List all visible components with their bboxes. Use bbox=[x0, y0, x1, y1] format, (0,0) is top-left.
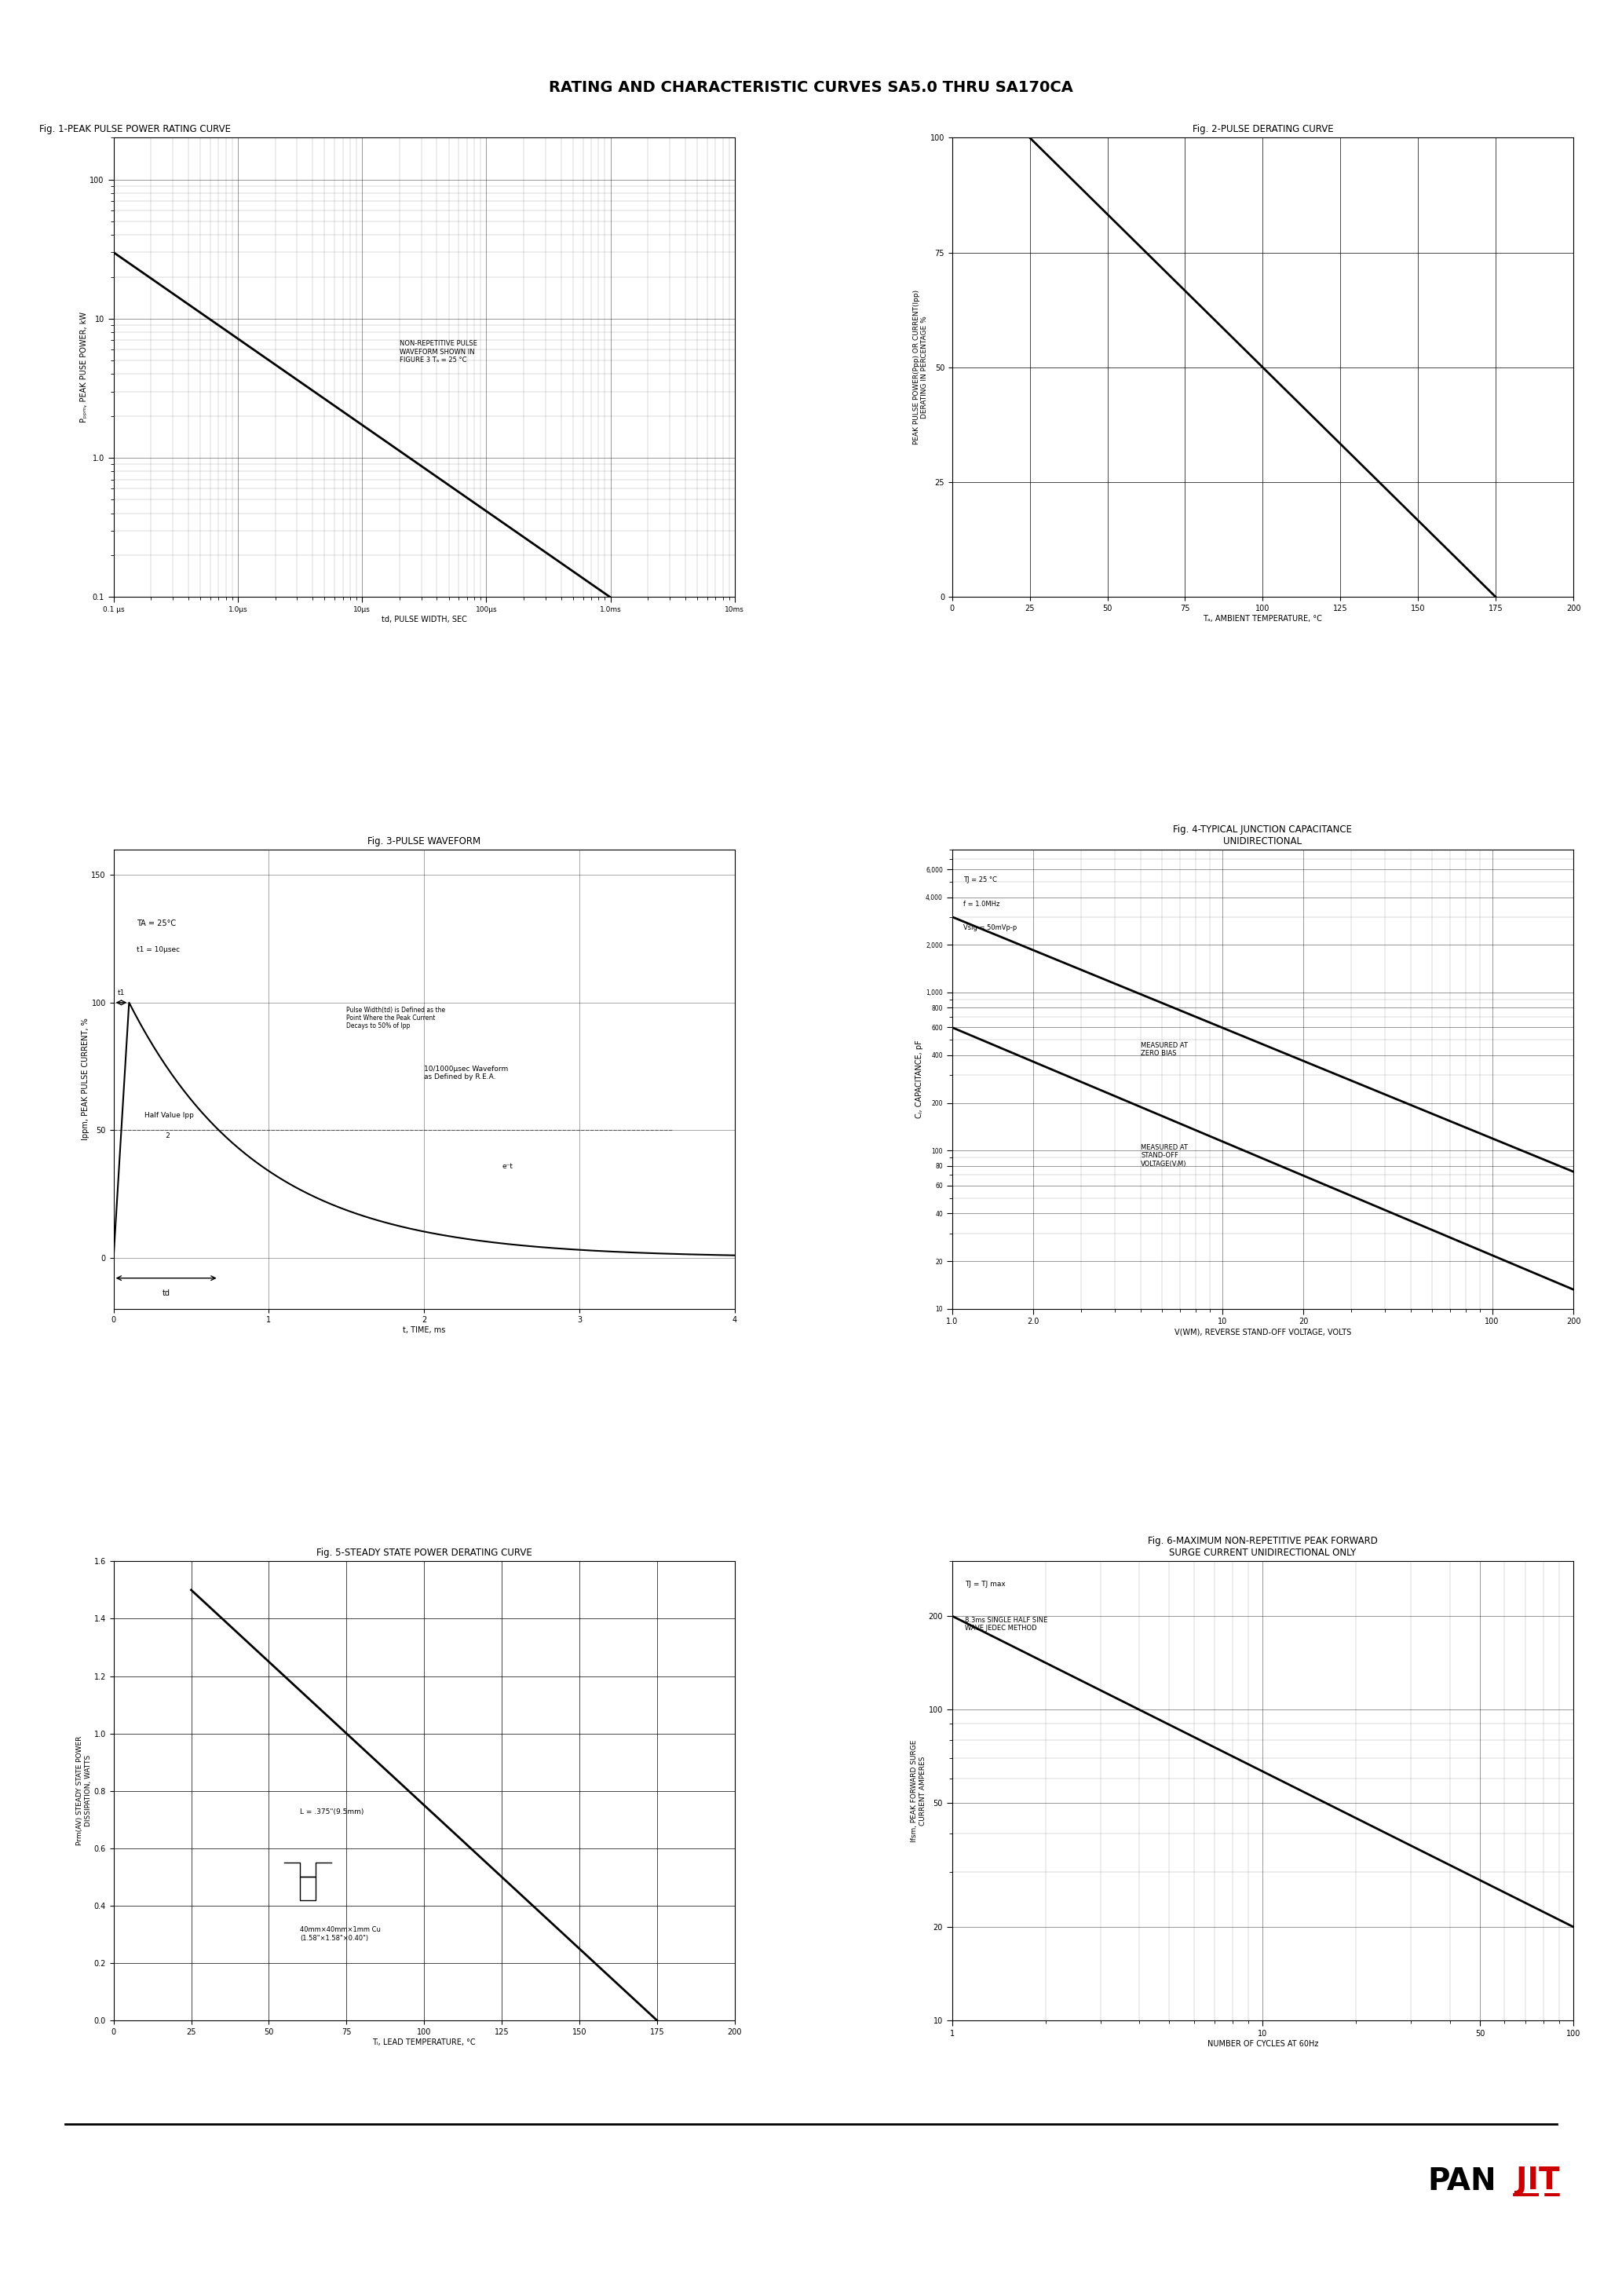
Text: e⁻t: e⁻t bbox=[501, 1162, 513, 1171]
X-axis label: t, TIME, ms: t, TIME, ms bbox=[402, 1327, 446, 1334]
Bar bbox=[300, 1878, 315, 1901]
Text: PAN: PAN bbox=[1427, 2167, 1495, 2195]
Text: t1: t1 bbox=[118, 990, 125, 996]
Y-axis label: Cⱼ, CAPACITANCE, pF: Cⱼ, CAPACITANCE, pF bbox=[916, 1040, 923, 1118]
Text: NON-REPETITIVE PULSE
WAVEFORM SHOWN IN
FIGURE 3 Tₐ = 25 °C: NON-REPETITIVE PULSE WAVEFORM SHOWN IN F… bbox=[399, 340, 477, 363]
X-axis label: V(WM), REVERSE STAND-OFF VOLTAGE, VOLTS: V(WM), REVERSE STAND-OFF VOLTAGE, VOLTS bbox=[1174, 1327, 1351, 1336]
Text: TJ = 25 °C: TJ = 25 °C bbox=[963, 877, 998, 884]
Text: L = .375"(9.5mm): L = .375"(9.5mm) bbox=[300, 1809, 363, 1816]
Y-axis label: PEAK PULSE POWER(Ppp) OR CURRENT(Ipp)
DERATING IN PERCENTAGE %: PEAK PULSE POWER(Ppp) OR CURRENT(Ipp) DE… bbox=[913, 289, 928, 445]
Text: Vsig = 50mVp-p: Vsig = 50mVp-p bbox=[963, 923, 1017, 930]
Y-axis label: Pₚₚₘ, PEAK PUSE POWER, kW: Pₚₚₘ, PEAK PUSE POWER, kW bbox=[79, 312, 88, 422]
Title: Fig. 4-TYPICAL JUNCTION CAPACITANCE
UNIDIRECTIONAL: Fig. 4-TYPICAL JUNCTION CAPACITANCE UNID… bbox=[1173, 824, 1353, 847]
Text: td: td bbox=[162, 1290, 170, 1297]
Title: Fig. 3-PULSE WAVEFORM: Fig. 3-PULSE WAVEFORM bbox=[368, 836, 480, 847]
Title: Fig. 6-MAXIMUM NON-REPETITIVE PEAK FORWARD
SURGE CURRENT UNIDIRECTIONAL ONLY: Fig. 6-MAXIMUM NON-REPETITIVE PEAK FORWA… bbox=[1148, 1536, 1377, 1559]
Text: t1 = 10μsec: t1 = 10μsec bbox=[136, 946, 180, 953]
Title: Fig. 2-PULSE DERATING CURVE: Fig. 2-PULSE DERATING CURVE bbox=[1192, 124, 1333, 135]
Title: Fig. 5-STEADY STATE POWER DERATING CURVE: Fig. 5-STEADY STATE POWER DERATING CURVE bbox=[316, 1548, 532, 1559]
Text: Fig. 1-PEAK PULSE POWER RATING CURVE: Fig. 1-PEAK PULSE POWER RATING CURVE bbox=[39, 124, 230, 135]
Y-axis label: Prm(AV) STEADY STATE POWER
DISSIPATION, WATTS: Prm(AV) STEADY STATE POWER DISSIPATION, … bbox=[76, 1736, 92, 1846]
Text: 8.3ms SINGLE HALF SINE
WAVE JEDEC METHOD: 8.3ms SINGLE HALF SINE WAVE JEDEC METHOD bbox=[965, 1616, 1048, 1632]
Text: RATING AND CHARACTERISTIC CURVES SA5.0 THRU SA170CA: RATING AND CHARACTERISTIC CURVES SA5.0 T… bbox=[548, 80, 1074, 94]
Text: Half Value Ipp: Half Value Ipp bbox=[144, 1111, 195, 1118]
Y-axis label: Ippm, PEAK PULSE CURRENT, %: Ippm, PEAK PULSE CURRENT, % bbox=[81, 1017, 89, 1141]
Text: TJ = TJ max: TJ = TJ max bbox=[965, 1580, 1006, 1587]
Text: f = 1.0MHz: f = 1.0MHz bbox=[963, 900, 999, 907]
Text: MEASURED AT
ZERO BIAS: MEASURED AT ZERO BIAS bbox=[1140, 1042, 1187, 1056]
Text: TA = 25°C: TA = 25°C bbox=[136, 921, 177, 928]
X-axis label: Tₐ, AMBIENT TEMPERATURE, °C: Tₐ, AMBIENT TEMPERATURE, °C bbox=[1204, 615, 1322, 622]
X-axis label: NUMBER OF CYCLES AT 60Hz: NUMBER OF CYCLES AT 60Hz bbox=[1207, 2039, 1319, 2048]
X-axis label: td, PULSE WIDTH, SEC: td, PULSE WIDTH, SEC bbox=[381, 615, 467, 622]
Text: 2: 2 bbox=[152, 1132, 170, 1139]
Text: 40mm×40mm×1mm Cu
(1.58"×1.58"×0.40"): 40mm×40mm×1mm Cu (1.58"×1.58"×0.40") bbox=[300, 1926, 381, 1942]
Y-axis label: Ifsm, PEAK FORWARD SURGE
CURRENT AMPERES: Ifsm, PEAK FORWARD SURGE CURRENT AMPERES bbox=[912, 1740, 926, 1841]
Text: 10/1000μsec Waveform
as Defined by R.E.A.: 10/1000μsec Waveform as Defined by R.E.A… bbox=[423, 1065, 508, 1081]
Text: J̲I̲T̲: J̲I̲T̲ bbox=[1517, 2167, 1560, 2195]
X-axis label: Tₗ, LEAD TEMPERATURE, °C: Tₗ, LEAD TEMPERATURE, °C bbox=[373, 2039, 475, 2046]
Text: Pulse Width(td) is Defined as the
Point Where the Peak Current
Decays to 50% of : Pulse Width(td) is Defined as the Point … bbox=[347, 1006, 446, 1029]
Text: MEASURED AT
STAND-OFF
VOLTAGE(VⱼM): MEASURED AT STAND-OFF VOLTAGE(VⱼM) bbox=[1140, 1143, 1187, 1166]
